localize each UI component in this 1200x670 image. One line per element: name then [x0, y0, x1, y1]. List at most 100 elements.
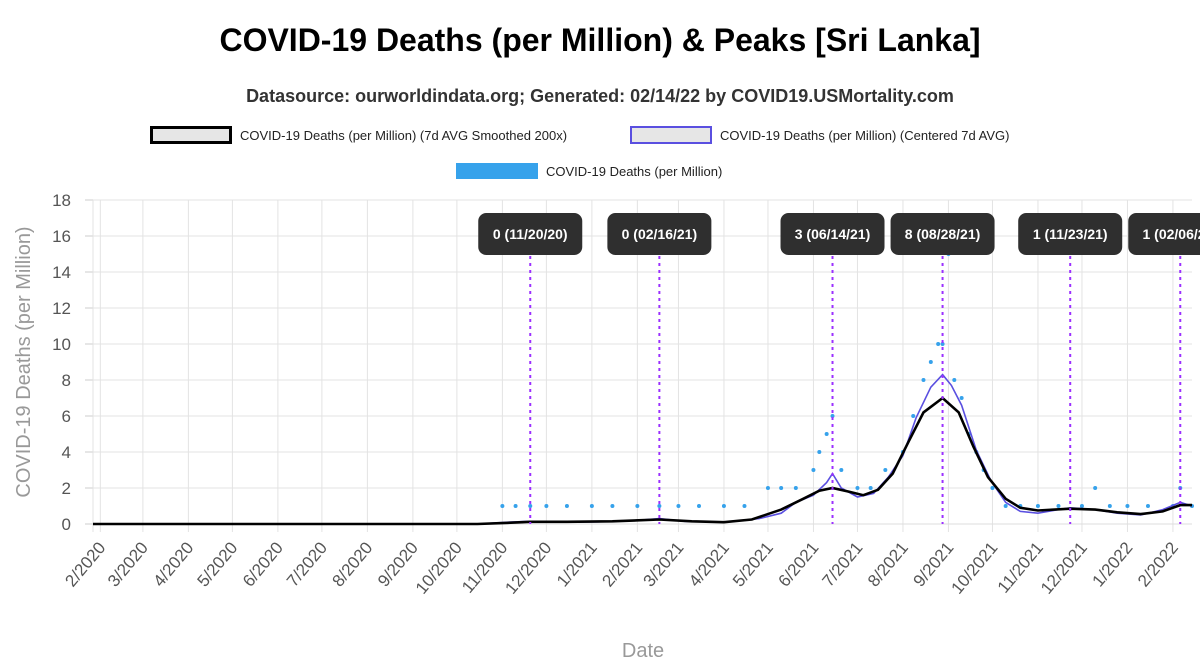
- data-point: [928, 360, 933, 364]
- peak-label: 1 (02/06/22): [1143, 226, 1200, 242]
- data-point: [528, 504, 533, 508]
- series-line-centered: [93, 373, 1193, 525]
- x-tick-label: 10/2020: [412, 538, 466, 597]
- data-point: [839, 468, 844, 472]
- data-point: [921, 378, 926, 382]
- x-tick-label: 2/2021: [598, 538, 646, 590]
- data-point: [1056, 504, 1061, 508]
- series-line-smoothed: [93, 396, 1192, 526]
- x-tick-label: 5/2020: [193, 538, 241, 590]
- data-point: [959, 396, 964, 400]
- legend-label-smoothed: COVID-19 Deaths (per Million) (7d AVG Sm…: [240, 127, 568, 143]
- x-tick-label: 12/2020: [501, 538, 555, 597]
- data-point: [793, 486, 798, 490]
- data-point: [564, 504, 569, 508]
- legend-label-daily: COVID-19 Deaths (per Million): [546, 163, 723, 179]
- data-point: [1125, 504, 1130, 508]
- y-tick-label: 2: [62, 479, 71, 498]
- legend-item-daily[interactable]: COVID-19 Deaths (per Million): [456, 163, 722, 179]
- x-axis-ticks: 2/20203/20204/20205/20206/20207/20208/20…: [61, 538, 1182, 597]
- legend-item-centered[interactable]: COVID-19 Deaths (per Million) (Centered …: [630, 126, 1009, 144]
- x-tick-label: 3/2021: [640, 538, 688, 590]
- data-point: [513, 504, 518, 508]
- x-tick-label: 4/2021: [685, 538, 733, 590]
- x-tick-label: 2/2022: [1134, 538, 1182, 590]
- data-point: [911, 414, 916, 418]
- x-axis-title: Date: [622, 640, 664, 662]
- legend-label-centered: COVID-19 Deaths (per Million) (Centered …: [720, 127, 1010, 143]
- x-tick-label: 6/2021: [775, 538, 823, 590]
- data-point: [657, 504, 662, 508]
- data-point: [779, 486, 784, 490]
- x-tick-label: 1/2021: [553, 538, 601, 590]
- data-point: [868, 486, 873, 490]
- peak-label: 1 (11/23/21): [1033, 226, 1108, 242]
- x-tick-label: 12/2021: [1037, 538, 1091, 597]
- data-point: [544, 504, 549, 508]
- data-point: [742, 504, 747, 508]
- data-point: [1003, 504, 1008, 508]
- x-tick-label: 7/2020: [283, 538, 331, 590]
- data-point: [1079, 504, 1084, 508]
- data-point: [721, 504, 726, 508]
- peak-label-box: [890, 213, 995, 255]
- x-tick-label: 2/2020: [61, 538, 109, 590]
- y-tick-label: 18: [52, 191, 71, 210]
- data-point: [676, 504, 681, 508]
- data-point: [589, 504, 594, 508]
- x-tick-label: 8/2020: [328, 538, 376, 590]
- y-axis-title: COVID-19 Deaths (per Million): [13, 226, 35, 497]
- data-point: [990, 486, 995, 490]
- peak-label: 8 (08/28/21): [905, 226, 981, 242]
- legend-swatch-smoothed: [150, 126, 232, 144]
- data-point: [817, 450, 822, 454]
- x-tick-label: 6/2020: [239, 538, 287, 590]
- peak-label: 3 (06/14/21): [795, 226, 871, 242]
- data-point: [811, 468, 816, 472]
- y-tick-label: 16: [52, 227, 71, 246]
- legend-swatch-daily: [456, 163, 538, 179]
- data-point: [1145, 504, 1150, 508]
- chart-title: COVID-19 Deaths (per Million) & Peaks [S…: [219, 22, 981, 58]
- y-tick-label: 4: [62, 443, 71, 462]
- data-point: [855, 486, 860, 490]
- y-tick-label: 6: [62, 407, 71, 426]
- peak-label-box: [1018, 213, 1123, 255]
- peak-label-box: [1128, 213, 1200, 255]
- y-tick-label: 12: [52, 299, 71, 318]
- data-point: [936, 342, 941, 346]
- peak-markers: 0 (11/20/20) 0 (02/16/21) 3 (06/14/21) 8 (0…: [478, 213, 1200, 524]
- peak-label-box: [607, 213, 712, 255]
- y-tick-label: 10: [52, 335, 71, 354]
- data-point: [610, 504, 615, 508]
- x-tick-label: 3/2020: [104, 538, 152, 590]
- y-tick-label: 14: [52, 263, 71, 282]
- y-axis-ticks: 0 2 4 6 8 10 12 14 16 18: [52, 191, 71, 534]
- chart-subtitle: Datasource: ourworldindata.org; Generate…: [246, 86, 954, 106]
- data-point: [635, 504, 640, 508]
- x-tick-label: 4/2020: [149, 538, 197, 590]
- y-tick-label: 0: [62, 515, 71, 534]
- data-point: [1093, 486, 1098, 490]
- legend-item-smoothed[interactable]: COVID-19 Deaths (per Million) (7d AVG Sm…: [150, 126, 567, 144]
- series-lines: [93, 373, 1193, 526]
- legend-swatch-centered: [630, 126, 712, 144]
- x-tick-label: 5/2021: [729, 538, 777, 590]
- data-point: [883, 468, 888, 472]
- x-tick-label: 1/2022: [1089, 538, 1137, 590]
- peak-label: 0 (11/20/20): [493, 226, 568, 242]
- data-point: [824, 432, 829, 436]
- data-point: [696, 504, 701, 508]
- x-tick-label: 8/2021: [864, 538, 912, 590]
- data-point: [1035, 504, 1040, 508]
- peak-label-box: [780, 213, 885, 255]
- data-point: [500, 504, 505, 508]
- data-point: [765, 486, 770, 490]
- x-tick-label: 10/2021: [947, 538, 1001, 597]
- y-tick-label: 8: [62, 371, 71, 390]
- x-tick-label: 7/2021: [819, 538, 867, 590]
- peak-label: 0 (02/16/21): [622, 226, 698, 242]
- data-point: [1107, 504, 1112, 508]
- data-point: [952, 378, 957, 382]
